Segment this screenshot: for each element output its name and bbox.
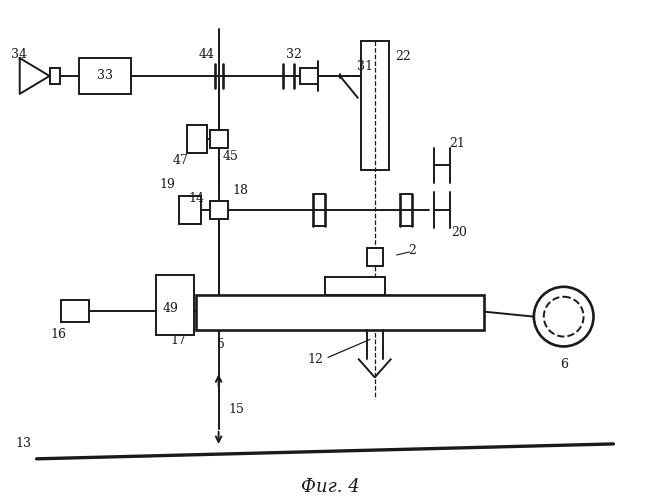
Bar <box>62 300 89 322</box>
Bar <box>179 196 201 224</box>
Bar <box>210 202 227 219</box>
Bar <box>196 294 484 330</box>
Text: 21: 21 <box>449 137 465 150</box>
Text: 14: 14 <box>189 192 205 205</box>
Text: 5: 5 <box>217 338 225 351</box>
Text: 45: 45 <box>223 150 238 163</box>
Bar <box>187 124 207 152</box>
Text: 33: 33 <box>97 70 113 82</box>
Text: 19: 19 <box>159 178 175 191</box>
Text: 6: 6 <box>560 358 568 371</box>
Text: 13: 13 <box>16 438 32 450</box>
Text: 16: 16 <box>51 328 66 341</box>
Text: Фиг. 4: Фиг. 4 <box>301 478 359 496</box>
Text: 12: 12 <box>307 353 323 366</box>
Text: 22: 22 <box>395 50 411 62</box>
Bar <box>325 277 385 295</box>
Text: 44: 44 <box>198 48 215 60</box>
Text: 17: 17 <box>171 334 187 347</box>
Text: 31: 31 <box>357 60 373 72</box>
Text: 47: 47 <box>173 154 189 167</box>
Text: 18: 18 <box>233 184 248 197</box>
Bar <box>367 248 382 266</box>
Bar <box>156 275 194 334</box>
Bar <box>300 68 318 84</box>
Text: 2: 2 <box>409 244 417 256</box>
Bar <box>49 68 60 84</box>
Text: 49: 49 <box>163 302 179 315</box>
Bar <box>79 58 131 94</box>
Text: 20: 20 <box>451 226 467 238</box>
Polygon shape <box>20 58 49 94</box>
Text: 15: 15 <box>229 402 244 415</box>
Text: 34: 34 <box>11 48 27 60</box>
Bar <box>361 41 389 170</box>
Bar <box>210 130 227 148</box>
Text: 32: 32 <box>286 48 302 60</box>
